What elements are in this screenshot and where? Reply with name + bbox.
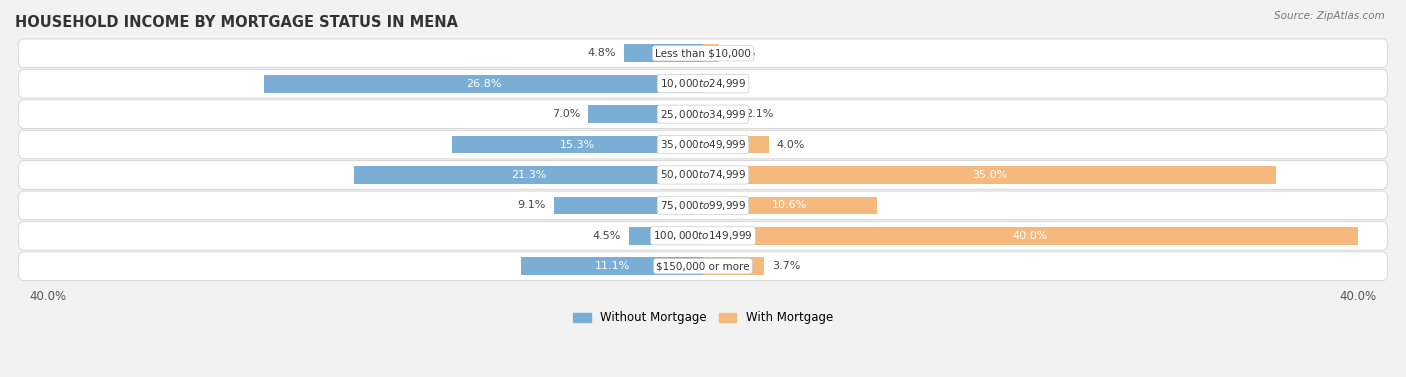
Bar — [554, 196, 703, 214]
Text: $25,000 to $34,999: $25,000 to $34,999 — [659, 108, 747, 121]
FancyBboxPatch shape — [18, 191, 1388, 220]
Bar — [588, 105, 703, 123]
Text: HOUSEHOLD INCOME BY MORTGAGE STATUS IN MENA: HOUSEHOLD INCOME BY MORTGAGE STATUS IN M… — [15, 15, 458, 30]
Bar — [522, 257, 703, 275]
Text: Source: ZipAtlas.com: Source: ZipAtlas.com — [1274, 11, 1385, 21]
Text: 4.8%: 4.8% — [588, 48, 616, 58]
Bar — [703, 44, 720, 62]
Text: 2.1%: 2.1% — [745, 109, 773, 119]
Text: 9.1%: 9.1% — [517, 201, 546, 210]
FancyBboxPatch shape — [18, 100, 1388, 129]
Bar — [453, 136, 703, 153]
Text: 10.6%: 10.6% — [772, 201, 807, 210]
Text: 26.8%: 26.8% — [465, 79, 502, 89]
FancyBboxPatch shape — [18, 130, 1388, 159]
Text: 35.0%: 35.0% — [972, 170, 1007, 180]
Bar — [703, 196, 876, 214]
Text: $10,000 to $24,999: $10,000 to $24,999 — [659, 77, 747, 90]
Text: 15.3%: 15.3% — [560, 139, 595, 150]
Bar — [703, 136, 769, 153]
Text: $100,000 to $149,999: $100,000 to $149,999 — [654, 229, 752, 242]
Text: $150,000 or more: $150,000 or more — [657, 261, 749, 271]
Text: $35,000 to $49,999: $35,000 to $49,999 — [659, 138, 747, 151]
Bar — [264, 75, 703, 92]
Bar — [703, 166, 1277, 184]
FancyBboxPatch shape — [18, 39, 1388, 67]
Text: 4.0%: 4.0% — [776, 139, 806, 150]
Text: 1.0%: 1.0% — [727, 48, 756, 58]
Text: $50,000 to $74,999: $50,000 to $74,999 — [659, 169, 747, 181]
Legend: Without Mortgage, With Mortgage: Without Mortgage, With Mortgage — [568, 307, 838, 329]
Bar — [703, 105, 737, 123]
Text: 11.1%: 11.1% — [595, 261, 630, 271]
Text: 40.0%: 40.0% — [1012, 231, 1049, 241]
FancyBboxPatch shape — [18, 69, 1388, 98]
Text: 7.0%: 7.0% — [551, 109, 581, 119]
Text: 21.3%: 21.3% — [510, 170, 546, 180]
FancyBboxPatch shape — [18, 222, 1388, 250]
Text: 0.0%: 0.0% — [711, 79, 740, 89]
Bar — [624, 44, 703, 62]
FancyBboxPatch shape — [18, 161, 1388, 189]
Bar — [354, 166, 703, 184]
Bar — [630, 227, 703, 245]
FancyBboxPatch shape — [18, 252, 1388, 280]
Bar — [703, 227, 1358, 245]
Text: Less than $10,000: Less than $10,000 — [655, 48, 751, 58]
Text: 4.5%: 4.5% — [593, 231, 621, 241]
Text: $75,000 to $99,999: $75,000 to $99,999 — [659, 199, 747, 212]
Bar — [703, 257, 763, 275]
Text: 3.7%: 3.7% — [772, 261, 800, 271]
